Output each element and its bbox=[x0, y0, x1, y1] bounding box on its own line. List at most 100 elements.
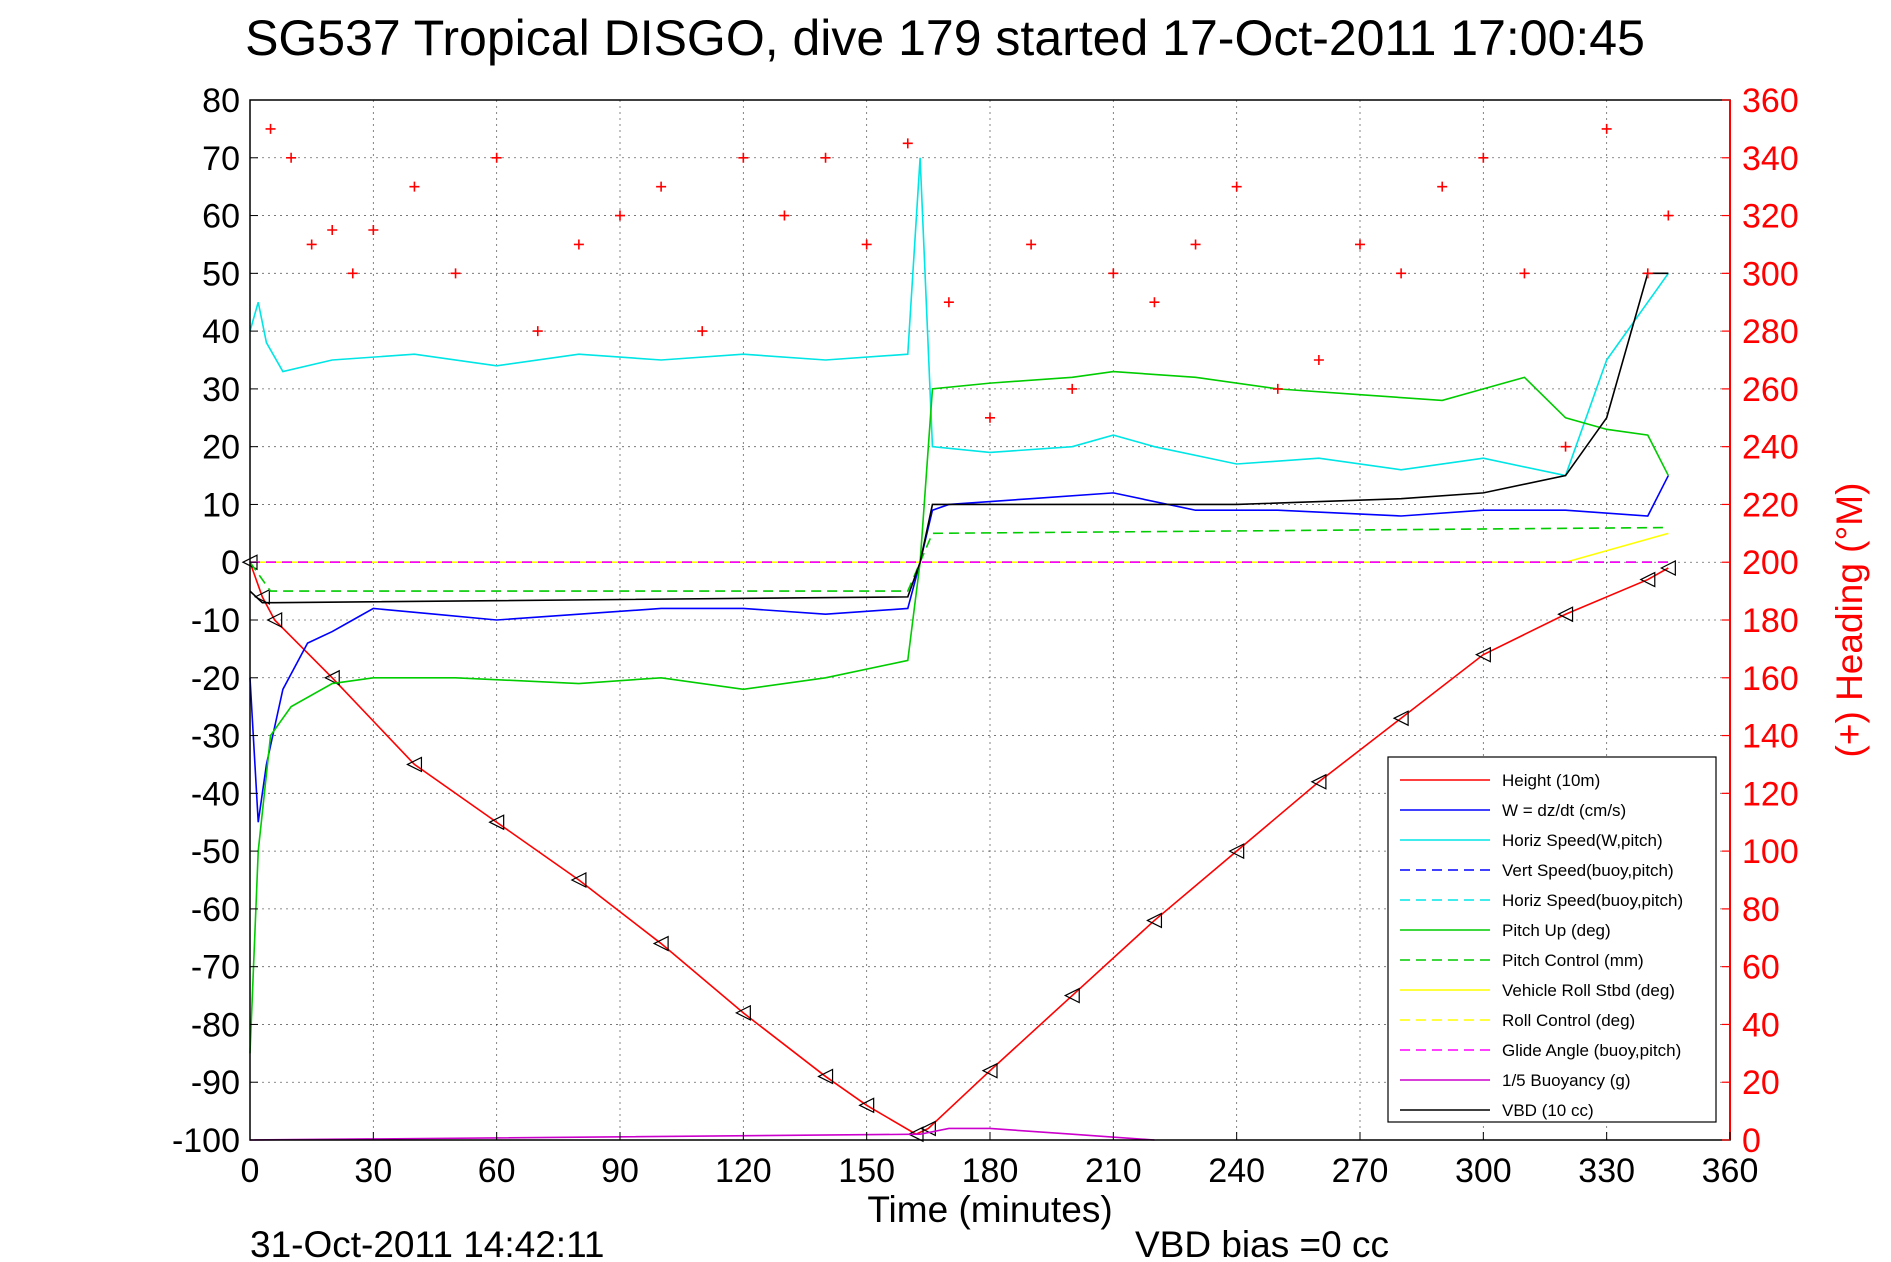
series-height-10m-marker bbox=[570, 872, 587, 888]
y-tick-label: 0 bbox=[221, 544, 240, 582]
series-heading-m-point bbox=[902, 138, 913, 149]
y-ticks-right: 3603403203002802602402202001801601401201… bbox=[1722, 82, 1799, 1160]
y-tick-label: -60 bbox=[191, 891, 240, 929]
y-tick-label: -80 bbox=[191, 1006, 240, 1044]
y-right-tick-label: 100 bbox=[1742, 833, 1799, 871]
y-tick-label: -90 bbox=[191, 1064, 240, 1102]
legend-label: Vert Speed(buoy,pitch) bbox=[1502, 861, 1674, 880]
series-heading-m-point bbox=[1190, 239, 1201, 250]
y-right-tick-label: 260 bbox=[1742, 371, 1799, 409]
y-right-tick-label: 360 bbox=[1742, 82, 1799, 120]
series-heading-m-point bbox=[1313, 355, 1324, 365]
y-tick-label: -20 bbox=[191, 660, 240, 698]
legend-label: Pitch Up (deg) bbox=[1502, 921, 1611, 940]
footer-vbd-bias: VBD bias =0 cc bbox=[1135, 1224, 1389, 1262]
y-right-tick-label: 300 bbox=[1742, 255, 1799, 293]
series-w-dz-dt-cm-s-line bbox=[249, 475, 1670, 823]
series-heading-m-point bbox=[1519, 268, 1530, 279]
y-right-tick-label: 140 bbox=[1742, 718, 1799, 756]
y-tick-label: 50 bbox=[202, 255, 240, 293]
y-right-tick-label: 200 bbox=[1742, 544, 1799, 582]
series-horiz-speed-w-pitch-line bbox=[249, 157, 1669, 477]
series-heading-m-point bbox=[820, 152, 831, 163]
x-tick-label: 30 bbox=[354, 1152, 392, 1190]
series-height-10m-marker bbox=[1063, 987, 1080, 1004]
y-tick-label: 70 bbox=[202, 140, 240, 178]
x-tick-label: 180 bbox=[962, 1152, 1019, 1190]
series-1-5-buoyancy-g-line bbox=[249, 1127, 1155, 1141]
series-heading-m-point bbox=[1272, 383, 1283, 394]
x-tick-label: 150 bbox=[838, 1152, 895, 1190]
x-tick-label: 0 bbox=[241, 1152, 260, 1190]
y-right-tick-label: 280 bbox=[1742, 313, 1799, 351]
series-heading-m-point bbox=[943, 297, 954, 308]
y-tick-label: 30 bbox=[202, 371, 240, 409]
y-tick-label: -100 bbox=[172, 1122, 240, 1160]
y-tick-label: -10 bbox=[191, 602, 240, 640]
y-right-tick-label: 40 bbox=[1742, 1006, 1780, 1044]
series-height-10m-marker bbox=[858, 1097, 875, 1114]
y-tick-label: 10 bbox=[202, 486, 240, 524]
series-height-10m-marker bbox=[817, 1068, 834, 1085]
y-right-tick-label: 60 bbox=[1742, 949, 1780, 987]
y-right-tick-label: 160 bbox=[1742, 660, 1799, 698]
series-heading-m-point bbox=[656, 181, 667, 192]
legend-label: 1/5 Buoyancy (g) bbox=[1502, 1071, 1631, 1090]
legend-label: W = dz/dt (cm/s) bbox=[1502, 801, 1626, 820]
legend-label: Horiz Speed(W,pitch) bbox=[1502, 831, 1663, 850]
y-tick-label: -70 bbox=[191, 949, 240, 987]
y-right-tick-label: 220 bbox=[1742, 486, 1799, 524]
series-heading-m-point bbox=[1231, 181, 1242, 192]
series-heading-m-point bbox=[1437, 181, 1448, 192]
y-right-tick-label: 240 bbox=[1742, 429, 1799, 467]
series-heading-m-point bbox=[615, 210, 625, 221]
series-heading-m-point bbox=[1478, 152, 1489, 163]
x-tick-label: 210 bbox=[1085, 1152, 1142, 1190]
series-height-10m-marker bbox=[1639, 571, 1656, 588]
series-heading-m-point bbox=[573, 239, 584, 250]
y-right-tick-label: 0 bbox=[1742, 1122, 1761, 1160]
y-right-tick-label: 80 bbox=[1742, 891, 1780, 929]
series-heading-m-point bbox=[697, 326, 708, 337]
x-tick-label: 240 bbox=[1208, 1152, 1265, 1190]
series-heading-m-point bbox=[347, 268, 358, 279]
legend-box bbox=[1387, 756, 1717, 1123]
series-height-10m-marker bbox=[1392, 710, 1409, 727]
y-tick-label: 80 bbox=[202, 82, 240, 120]
y-axis-label-right: (+) Heading (°M) bbox=[1829, 483, 1870, 758]
series-heading-m-point bbox=[532, 326, 543, 337]
x-tick-label: 300 bbox=[1455, 1152, 1512, 1190]
series-height-10m-marker bbox=[652, 935, 669, 952]
legend-label: Glide Angle (buoy,pitch) bbox=[1502, 1041, 1681, 1060]
series-height-10m-marker bbox=[488, 814, 505, 831]
y-right-tick-label: 320 bbox=[1742, 198, 1799, 236]
y-right-tick-label: 340 bbox=[1742, 140, 1799, 178]
y-right-tick-label: 180 bbox=[1742, 602, 1799, 640]
legend-label: Roll Control (deg) bbox=[1502, 1011, 1635, 1030]
y-tick-label: 40 bbox=[202, 313, 240, 351]
series-heading-m-point bbox=[265, 123, 276, 134]
legend-label: Horiz Speed(buoy,pitch) bbox=[1502, 891, 1683, 910]
legend-label: Height (10m) bbox=[1502, 771, 1600, 790]
x-axis-label: Time (minutes) bbox=[867, 1189, 1112, 1230]
x-ticks: 0 30 60 90 120 150 180 210 240 270 300 330 360 bbox=[241, 1132, 1759, 1190]
series-heading-m-point bbox=[1642, 268, 1653, 279]
series-heading-m-point bbox=[1601, 123, 1612, 134]
series-heading-m-point bbox=[779, 210, 790, 221]
series-pitch-up-deg-line bbox=[249, 370, 1670, 1054]
legend: Height (10m) W = dz/dt (cm/s) Horiz Speed(… bbox=[1387, 756, 1717, 1123]
series-pitch-control-mm-line bbox=[249, 526, 1669, 592]
series-heading-m-point bbox=[1108, 268, 1119, 279]
chart-title: SG537 Tropical DISGO, dive 179 started 1… bbox=[245, 10, 1645, 66]
y-ticks-left: 80 70 60 50 40 30 20 10 0 -10 -20 -30 -40 -50 -60 -70 -8… bbox=[172, 82, 258, 1160]
series-heading-m-point bbox=[491, 152, 502, 163]
x-tick-label: 270 bbox=[1332, 1152, 1389, 1190]
y-tick-label: 60 bbox=[202, 198, 240, 236]
legend-label: Vehicle Roll Stbd (deg) bbox=[1502, 981, 1675, 1000]
series-height-10m-marker bbox=[1228, 843, 1245, 860]
series-height-10m-marker bbox=[981, 1062, 998, 1079]
x-tick-label: 90 bbox=[601, 1152, 639, 1190]
x-tick-label: 360 bbox=[1702, 1152, 1759, 1190]
series-height-10m-marker bbox=[1474, 646, 1491, 663]
x-tick-label: 330 bbox=[1578, 1152, 1635, 1190]
